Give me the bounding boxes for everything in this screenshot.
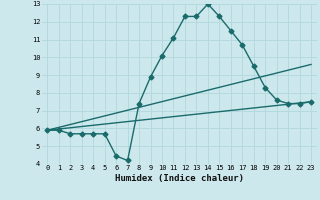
X-axis label: Humidex (Indice chaleur): Humidex (Indice chaleur)	[115, 174, 244, 183]
